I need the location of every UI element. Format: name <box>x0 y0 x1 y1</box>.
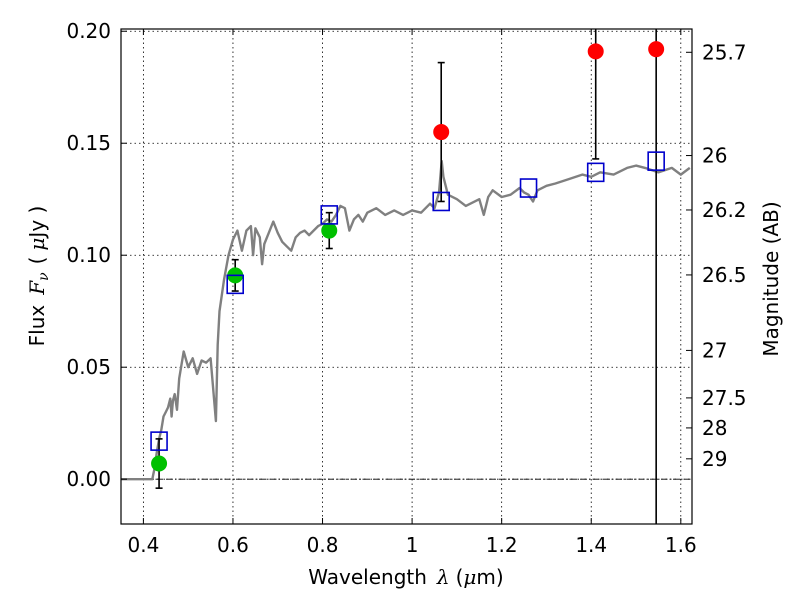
y2-axis-title: Magnitude (AB) <box>759 201 783 356</box>
y-tick-label: 0.20 <box>66 19 111 43</box>
y-tick-label: 0.10 <box>66 243 111 267</box>
y2-tick-label: 26 <box>702 144 727 168</box>
data-point <box>321 222 338 239</box>
y-axis-title: FluxFν(μJy ) <box>25 206 52 347</box>
x-tick-label: 0.6 <box>217 533 249 557</box>
model-point <box>150 431 168 451</box>
x-tick-label: 1.6 <box>665 533 697 557</box>
data-point <box>151 455 168 472</box>
y2-tick-label: 25.7 <box>702 40 747 64</box>
model-point <box>226 274 244 295</box>
data-markers <box>150 41 665 472</box>
x-tick-label: 1.4 <box>575 533 607 557</box>
sed-template-line <box>121 159 691 481</box>
y-tick-label: 0.05 <box>66 355 111 379</box>
y2-tick-label: 27 <box>702 338 727 362</box>
plot-frame <box>120 28 693 525</box>
y2-tick-label: 28 <box>702 416 727 440</box>
data-point <box>587 43 604 60</box>
y2-tick-label: 26.2 <box>702 198 747 222</box>
y-tick-label: 0.00 <box>66 467 111 491</box>
x-axis-ticks: 0.4 0.6 0.8 1 1.2 1.4 1.6 <box>127 29 697 557</box>
data-point <box>648 41 665 58</box>
x-axis-title: Wavelength λ (μm) <box>308 565 503 589</box>
x-tick-label: 1 <box>406 533 419 557</box>
x-tick-label: 0.4 <box>127 533 159 557</box>
model-point <box>519 178 538 198</box>
model-point <box>647 151 665 171</box>
y2-tick-label: 29 <box>702 447 727 471</box>
y2-axis-ticks: 25.7 26 26.2 26.5 27 27.5 28 29 <box>686 40 747 471</box>
grid-lines <box>121 29 692 524</box>
x-tick-label: 1.2 <box>486 533 518 557</box>
x-tick-label: 0.8 <box>307 533 339 557</box>
model-point <box>320 205 339 225</box>
data-point <box>433 124 450 141</box>
model-point <box>586 162 605 183</box>
sed-template-path <box>121 159 691 481</box>
y2-tick-label: 26.5 <box>702 263 747 287</box>
model-point <box>432 191 451 212</box>
y2-tick-label: 27.5 <box>702 386 747 410</box>
y-tick-label: 0.15 <box>66 131 111 155</box>
y-axis-ticks: 0.00 0.05 0.10 0.15 0.20 <box>66 19 127 491</box>
